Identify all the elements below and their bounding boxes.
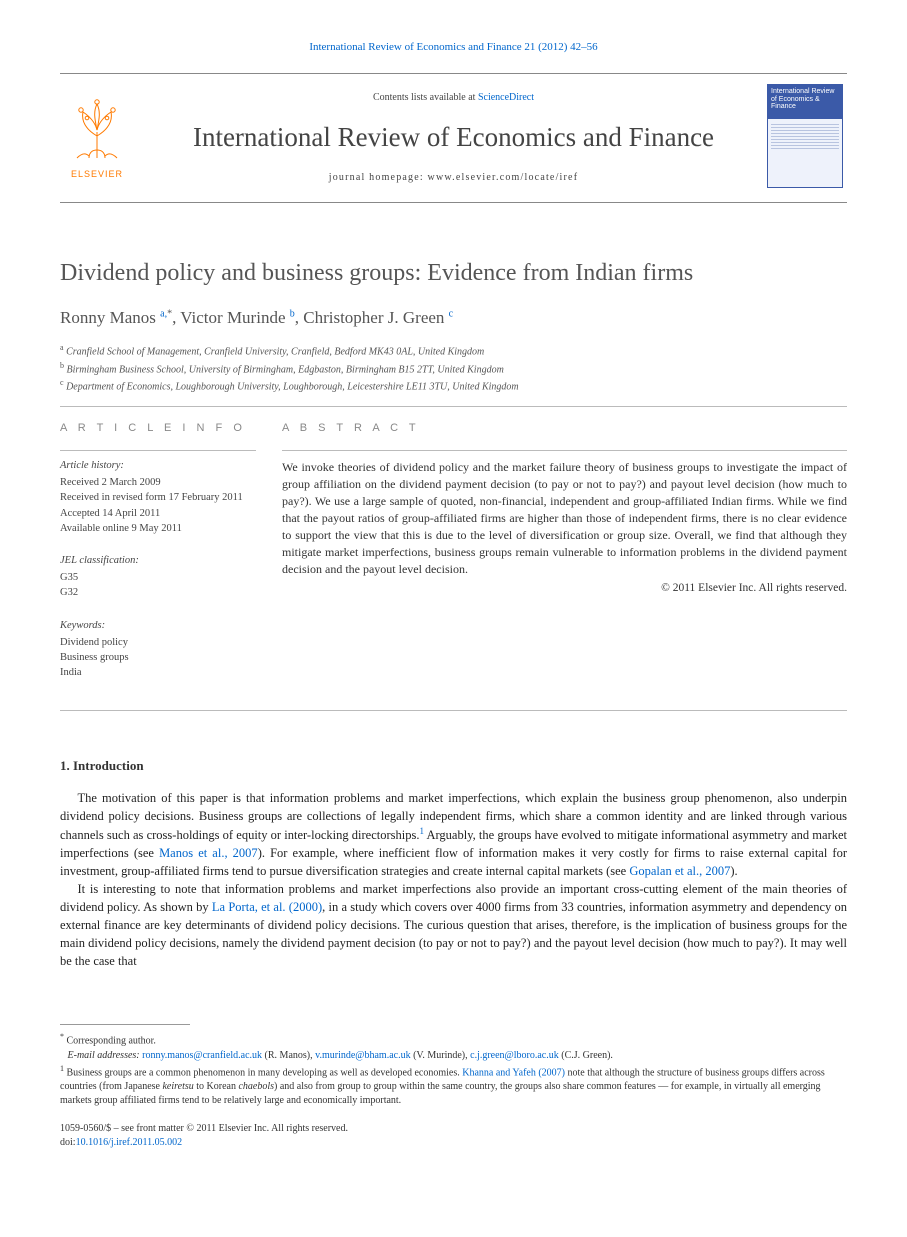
article-info-column: A R T I C L E I N F O Article history: R… (60, 421, 256, 698)
abstract-body: We invoke theories of dividend policy an… (282, 450, 847, 597)
keyword-3: India (60, 665, 256, 680)
article-history-block: Article history: Received 2 March 2009 R… (60, 450, 256, 536)
history-line-1: Received 2 March 2009 (60, 475, 256, 490)
author-3[interactable]: Christopher J. Green c (303, 308, 453, 327)
doi-line: doi:10.1016/j.iref.2011.05.002 (60, 1136, 847, 1150)
footnotes: * Corresponding author. E-mail addresses… (60, 1031, 847, 1108)
contents-available-line: Contents lists available at ScienceDirec… (140, 91, 767, 105)
article-title: Dividend policy and business groups: Evi… (60, 257, 847, 289)
jel-block: JEL classification: G35 G32 (60, 554, 256, 601)
masthead: ELSEVIER Contents lists available at Sci… (60, 73, 847, 203)
journal-header-link[interactable]: International Review of Economics and Fi… (60, 40, 847, 55)
elsevier-wordmark: ELSEVIER (71, 168, 123, 180)
divider (60, 710, 847, 711)
jel-head: JEL classification: (60, 554, 256, 568)
info-abstract-row: A R T I C L E I N F O Article history: R… (60, 421, 847, 698)
doi-link[interactable]: 10.1016/j.iref.2011.05.002 (76, 1137, 183, 1148)
author-list: Ronny Manos a,*, Victor Murinde b, Chris… (60, 307, 847, 330)
elsevier-logo[interactable]: ELSEVIER (60, 96, 134, 180)
email-2[interactable]: v.murinde@bham.ac.uk (315, 1050, 410, 1061)
corresponding-author-note: * Corresponding author. (60, 1031, 847, 1048)
publication-block: 1059-0560/$ – see front matter © 2011 El… (60, 1122, 847, 1150)
email-addresses-line: E-mail addresses: ronny.manos@cranfield.… (60, 1049, 847, 1063)
abstract-heading: A B S T R A C T (282, 421, 847, 436)
history-head: Article history: (60, 459, 256, 473)
keyword-2: Business groups (60, 650, 256, 665)
journal-homepage-line: journal homepage: www.elsevier.com/locat… (140, 171, 767, 185)
history-line-4: Available online 9 May 2011 (60, 521, 256, 536)
affiliation-a: a Cranfield School of Management, Cranfi… (60, 342, 847, 359)
affiliation-b: b Birmingham Business School, University… (60, 360, 847, 377)
intro-para-2: It is interesting to note that informati… (60, 880, 847, 970)
author-1[interactable]: Ronny Manos a,* (60, 308, 172, 327)
affiliation-c: c Department of Economics, Loughborough … (60, 377, 847, 394)
cite-gopalan-2007[interactable]: Gopalan et al., 2007 (629, 864, 730, 878)
keywords-block: Keywords: Dividend policy Business group… (60, 619, 256, 681)
cite-laporta-2000[interactable]: La Porta, et al. (2000) (212, 900, 322, 914)
cite-manos-2007[interactable]: Manos et al., 2007 (159, 846, 258, 860)
keyword-1: Dividend policy (60, 635, 256, 650)
jel-1: G35 (60, 570, 256, 585)
abstract-text: We invoke theories of dividend policy an… (282, 459, 847, 578)
author-2[interactable]: Victor Murinde b (180, 308, 294, 327)
intro-para-1: The motivation of this paper is that inf… (60, 789, 847, 880)
elsevier-tree-icon (67, 96, 127, 166)
journal-cover-thumbnail[interactable]: International Review of Economics & Fina… (767, 84, 843, 188)
article-info-heading: A R T I C L E I N F O (60, 421, 256, 436)
footnote-rule (60, 1024, 190, 1025)
sciencedirect-link[interactable]: ScienceDirect (478, 92, 534, 103)
history-line-2: Received in revised form 17 February 201… (60, 490, 256, 505)
masthead-center: Contents lists available at ScienceDirec… (134, 91, 847, 184)
section-1-head: 1. Introduction (60, 757, 847, 775)
divider (60, 406, 847, 407)
email-3[interactable]: c.j.green@lboro.ac.uk (470, 1050, 559, 1061)
keywords-head: Keywords: (60, 619, 256, 633)
abstract-copyright: © 2011 Elsevier Inc. All rights reserved… (282, 581, 847, 597)
email-1[interactable]: ronny.manos@cranfield.ac.uk (142, 1050, 262, 1061)
cite-khanna-yafeh-2007[interactable]: Khanna and Yafeh (2007) (462, 1067, 565, 1078)
cover-title: International Review of Economics & Fina… (768, 85, 842, 119)
footnote-1: 1 Business groups are a common phenomeno… (60, 1063, 847, 1108)
abstract-column: A B S T R A C T We invoke theories of di… (282, 421, 847, 698)
history-line-3: Accepted 14 April 2011 (60, 506, 256, 521)
cover-body (768, 119, 842, 187)
contents-prefix: Contents lists available at (373, 92, 478, 103)
affiliations: a Cranfield School of Management, Cranfi… (60, 342, 847, 394)
jel-2: G32 (60, 585, 256, 600)
journal-ref-text: International Review of Economics and Fi… (309, 41, 597, 53)
journal-title: International Review of Economics and Fi… (140, 119, 767, 155)
front-matter-line: 1059-0560/$ – see front matter © 2011 El… (60, 1122, 847, 1136)
